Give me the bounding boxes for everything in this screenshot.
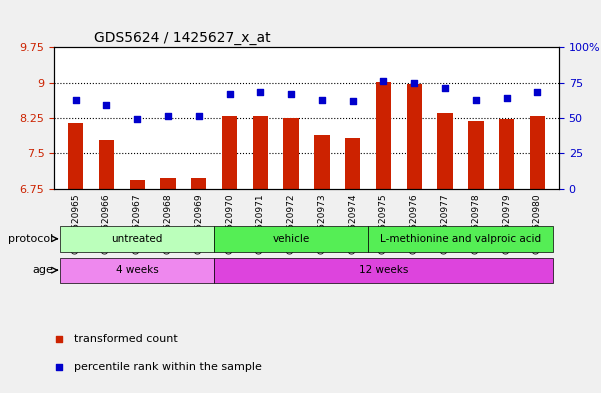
FancyBboxPatch shape [60, 257, 214, 283]
Text: protocol: protocol [8, 234, 53, 244]
Point [471, 96, 481, 103]
Point [409, 79, 419, 86]
Point [532, 89, 542, 95]
Text: 4 weeks: 4 weeks [116, 265, 159, 275]
Text: GDS5624 / 1425627_x_at: GDS5624 / 1425627_x_at [94, 31, 271, 45]
Text: transformed count: transformed count [75, 334, 178, 344]
Bar [345, 138, 361, 189]
Text: age: age [32, 265, 53, 275]
FancyBboxPatch shape [60, 226, 214, 252]
Bar [252, 116, 268, 189]
Point [163, 113, 173, 119]
Bar [68, 123, 84, 189]
Bar [438, 113, 453, 189]
FancyBboxPatch shape [214, 257, 553, 283]
Point [348, 98, 358, 104]
Point [225, 91, 234, 97]
Point [286, 91, 296, 97]
Text: vehicle: vehicle [272, 234, 310, 244]
Bar [191, 178, 207, 189]
Bar [529, 116, 545, 189]
Bar [314, 135, 329, 189]
Point [102, 102, 111, 108]
FancyBboxPatch shape [368, 226, 553, 252]
Point [132, 116, 142, 123]
Bar [99, 140, 114, 189]
Bar [499, 119, 514, 189]
Point [194, 113, 204, 119]
Text: percentile rank within the sample: percentile rank within the sample [75, 362, 262, 373]
Point [379, 78, 388, 84]
Point [317, 96, 327, 103]
Point [440, 85, 450, 91]
Bar [406, 84, 422, 189]
Bar [468, 121, 484, 189]
Point [71, 96, 81, 103]
Text: untreated: untreated [112, 234, 163, 244]
Bar [222, 116, 237, 189]
Text: L-methionine and valproic acid: L-methionine and valproic acid [380, 234, 541, 244]
Bar [160, 178, 175, 189]
Bar [129, 180, 145, 189]
FancyBboxPatch shape [214, 226, 368, 252]
Text: 12 weeks: 12 weeks [359, 265, 408, 275]
Point [347, 186, 357, 192]
Point [502, 95, 511, 101]
Point [255, 89, 265, 95]
Bar [284, 118, 299, 189]
Bar [376, 82, 391, 189]
